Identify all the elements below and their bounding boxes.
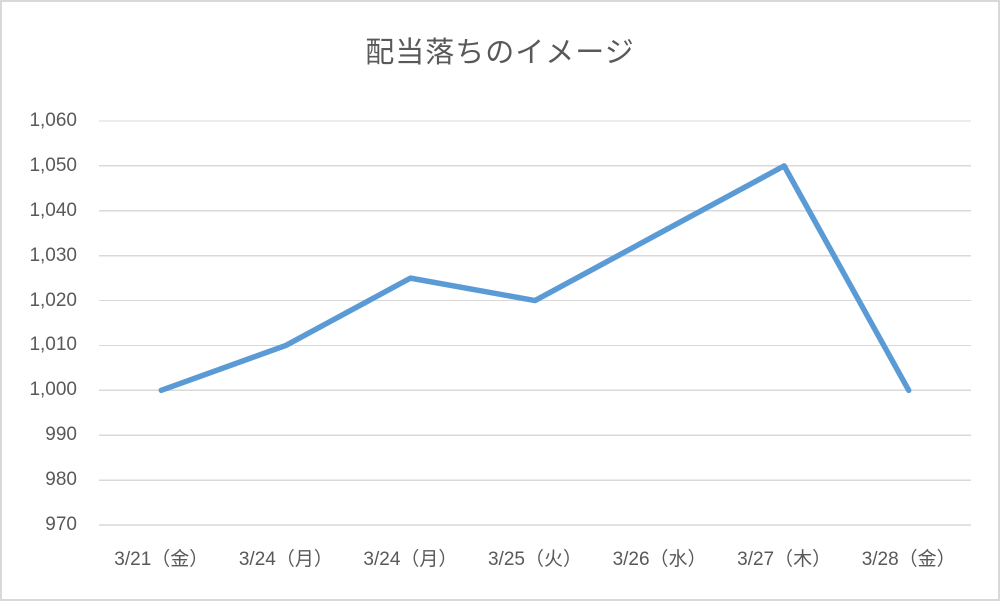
y-axis-label: 1,050 bbox=[29, 154, 77, 176]
chart-title: 配当落ちのイメージ bbox=[365, 37, 635, 69]
x-axis-label: 3/24（月） bbox=[363, 549, 458, 570]
y-axis-label: 1,020 bbox=[29, 289, 77, 311]
price-line bbox=[158, 163, 912, 394]
x-axis-label: 3/24（月） bbox=[238, 549, 333, 570]
y-axis-label: 1,030 bbox=[29, 244, 77, 266]
x-axis-label: 3/27（木） bbox=[737, 549, 832, 570]
x-axis-label: 3/25（火） bbox=[487, 549, 582, 570]
y-axis-label: 1,040 bbox=[29, 199, 77, 221]
x-axis-label: 3/26（水） bbox=[612, 549, 707, 570]
y-axis-label: 1,060 bbox=[29, 110, 77, 131]
x-axis-label: 3/21（金） bbox=[114, 549, 209, 570]
y-axis-label: 970 bbox=[45, 514, 77, 535]
y-axis-label: 980 bbox=[45, 469, 77, 491]
y-axis-label: 990 bbox=[45, 424, 77, 446]
x-axis-label: 3/28（金） bbox=[861, 549, 956, 570]
y-axis-label: 1,000 bbox=[29, 379, 77, 401]
y-axis-label: 1,010 bbox=[29, 334, 77, 356]
